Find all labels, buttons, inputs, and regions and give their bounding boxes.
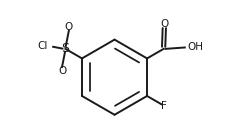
Text: O: O	[65, 22, 73, 32]
Text: O: O	[58, 66, 66, 76]
Text: S: S	[61, 42, 69, 55]
Text: F: F	[161, 101, 167, 111]
Text: Cl: Cl	[37, 41, 48, 51]
Text: O: O	[160, 19, 168, 29]
Text: OH: OH	[187, 43, 203, 52]
